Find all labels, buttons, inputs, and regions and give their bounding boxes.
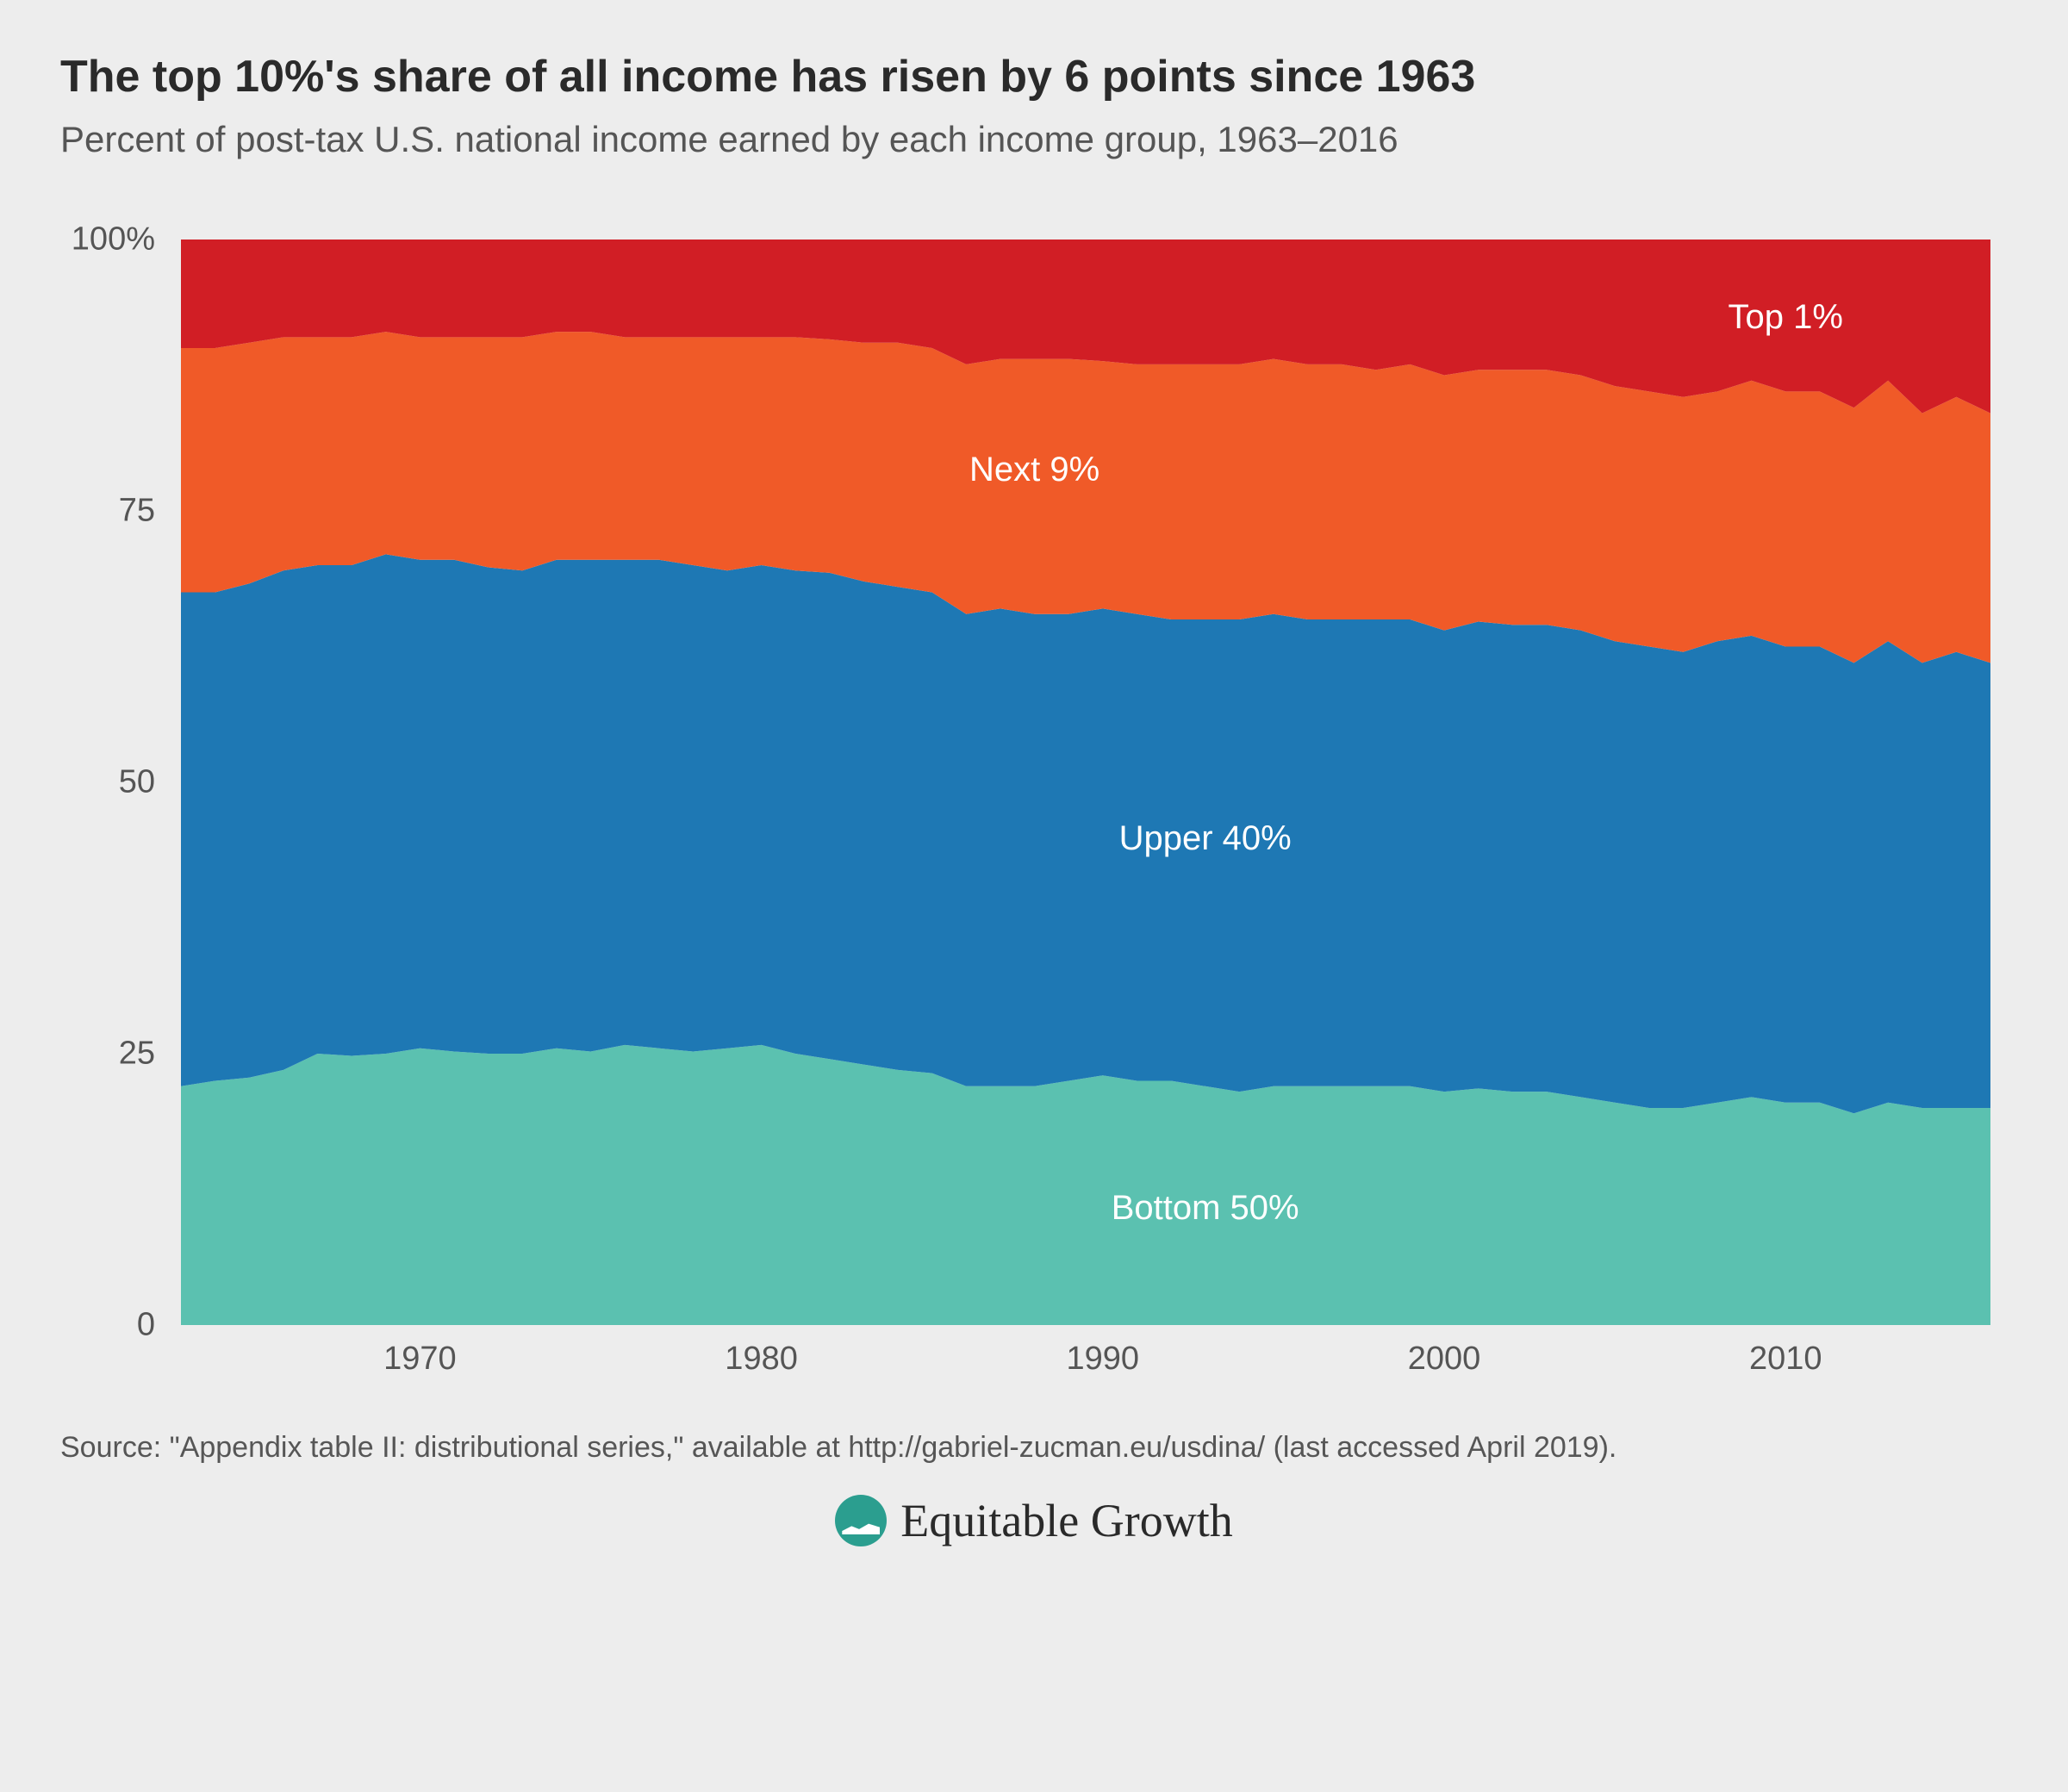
y-tick-label: 50 <box>119 764 155 801</box>
x-tick-label: 1990 <box>1067 1341 1140 1378</box>
x-tick-label: 1970 <box>383 1341 457 1378</box>
series-label-bottom50: Bottom 50% <box>1112 1189 1299 1228</box>
x-axis: 1970 1980 1990 2000 2010 <box>181 1325 1990 1403</box>
branding-text: Equitable Growth <box>900 1494 1232 1547</box>
chart-title: The top 10%'s share of all income has ri… <box>60 52 2008 103</box>
y-tick-label: 25 <box>119 1036 155 1073</box>
series-label-upper40: Upper 40% <box>1119 819 1292 858</box>
y-tick-label: 0 <box>137 1307 155 1344</box>
x-tick-label: 2010 <box>1749 1341 1822 1378</box>
y-axis: 0 25 50 75 100% <box>60 196 172 1403</box>
x-tick-label: 1980 <box>725 1341 798 1378</box>
y-tick-label: 75 <box>119 493 155 530</box>
equitable-growth-logo-icon <box>835 1495 887 1546</box>
branding: Equitable Growth <box>60 1494 2008 1547</box>
series-label-next9: Next 9% <box>969 451 1099 489</box>
chart-area: 0 25 50 75 100% 1970 1980 1990 2000 2010 Bottom … <box>60 196 1990 1403</box>
stacked-area-plot <box>181 240 1990 1325</box>
chart-subtitle: Percent of post-tax U.S. national income… <box>60 117 1870 163</box>
source-note: Source: "Appendix table II: distribution… <box>60 1428 1956 1468</box>
series-label-top1: Top 1% <box>1729 298 1843 337</box>
x-tick-label: 2000 <box>1408 1341 1481 1378</box>
y-tick-label: 100% <box>72 221 155 258</box>
